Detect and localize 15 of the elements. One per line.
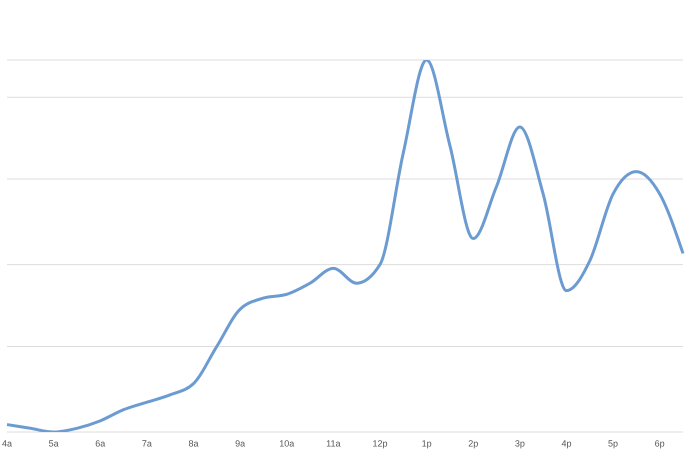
x-tick-label: 1p bbox=[422, 438, 432, 448]
x-tick-label: 2p bbox=[468, 438, 478, 448]
x-tick-label: 4p bbox=[561, 438, 572, 448]
x-tick-label: 12p bbox=[372, 438, 388, 448]
x-tick-label: 6a bbox=[95, 438, 106, 448]
x-tick-label: 5a bbox=[48, 438, 59, 448]
x-tick-label: 8a bbox=[188, 438, 198, 448]
x-tick-label: 3p bbox=[514, 438, 525, 448]
x-tick-label: 11a bbox=[326, 438, 341, 448]
x-tick-label: 5p bbox=[608, 438, 618, 448]
x-tick-label: 4a bbox=[2, 438, 12, 448]
x-tick-label: 9a bbox=[235, 438, 246, 448]
x-tick-label: 6p bbox=[654, 438, 665, 448]
x-tick-label: 7a bbox=[142, 438, 152, 448]
x-tick-label: 10a bbox=[279, 438, 294, 448]
